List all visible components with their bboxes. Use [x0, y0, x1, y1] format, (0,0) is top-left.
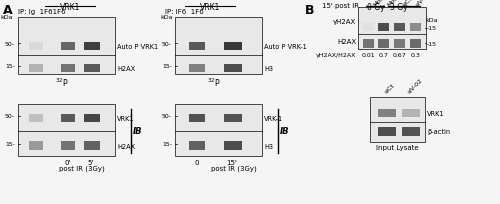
Text: 0.67: 0.67 — [392, 53, 406, 58]
Bar — [29, 141, 43, 150]
Bar — [61, 114, 75, 122]
Bar — [84, 43, 100, 51]
Text: 0.01: 0.01 — [362, 53, 376, 58]
Text: IP: Ig  1F61F6: IP: Ig 1F61F6 — [18, 9, 66, 15]
Bar — [378, 110, 396, 118]
Text: 50-: 50- — [5, 41, 15, 46]
Bar — [29, 65, 43, 73]
Text: 15-: 15- — [5, 142, 15, 147]
Bar — [363, 24, 374, 32]
Text: 0: 0 — [195, 159, 199, 165]
Text: VRK1: VRK1 — [427, 110, 444, 116]
Text: γH2AX/H2AX: γH2AX/H2AX — [316, 53, 356, 58]
Text: 5': 5' — [88, 159, 94, 165]
Text: VRK-1: VRK-1 — [264, 115, 283, 121]
Bar — [175, 18, 262, 75]
Bar — [410, 24, 421, 32]
Text: 15-: 15- — [162, 142, 172, 147]
Text: H2AX: H2AX — [117, 66, 135, 72]
Text: kDa: kDa — [425, 17, 438, 22]
Text: IB: IB — [133, 127, 142, 136]
Text: 50-: 50- — [162, 41, 172, 46]
Text: $^{32}$P: $^{32}$P — [54, 77, 68, 89]
Text: Input Lysate: Input Lysate — [376, 144, 419, 150]
Bar — [363, 40, 374, 49]
Text: 15': 15' — [226, 159, 237, 165]
Text: siV-02: siV-02 — [415, 0, 432, 8]
Text: siCt: siCt — [402, 0, 414, 8]
Bar — [61, 141, 75, 150]
Text: 0.7: 0.7 — [378, 53, 388, 58]
Text: 15-: 15- — [162, 64, 172, 69]
Text: A: A — [3, 4, 13, 17]
Text: post IR (3Gy): post IR (3Gy) — [210, 165, 256, 172]
Text: 15-: 15- — [5, 64, 15, 69]
Bar — [224, 43, 242, 51]
Bar — [84, 141, 100, 150]
Bar — [189, 141, 205, 150]
Text: 0.3: 0.3 — [410, 53, 420, 58]
Text: Mock: Mock — [373, 0, 388, 8]
Bar — [394, 40, 405, 49]
Text: Auto P VRK-1: Auto P VRK-1 — [264, 44, 307, 50]
Text: VRK1: VRK1 — [200, 3, 220, 12]
Bar — [224, 141, 242, 150]
Bar — [189, 114, 205, 122]
Text: 15' post IR: 15' post IR — [322, 3, 359, 9]
Text: β-actin: β-actin — [427, 128, 450, 134]
Text: 3 Gy: 3 Gy — [390, 3, 407, 12]
Bar — [29, 114, 43, 122]
Bar — [84, 114, 100, 122]
Text: IP: IF6  1F6: IP: IF6 1F6 — [165, 9, 204, 15]
Text: Mock: Mock — [387, 0, 402, 8]
Bar — [61, 65, 75, 73]
Text: VRK1: VRK1 — [117, 115, 134, 121]
Bar — [378, 40, 389, 49]
Bar — [370, 98, 425, 142]
Text: VRK1: VRK1 — [60, 3, 80, 12]
Bar — [394, 24, 405, 32]
Text: siV-02: siV-02 — [407, 78, 424, 94]
Bar — [224, 65, 242, 73]
Bar — [18, 104, 115, 156]
Bar — [378, 24, 389, 32]
Text: Auto P VRK1: Auto P VRK1 — [117, 44, 158, 50]
Bar — [358, 8, 426, 50]
Bar — [61, 43, 75, 51]
Bar — [84, 65, 100, 73]
Bar — [402, 127, 420, 136]
Bar — [402, 110, 420, 118]
Bar — [189, 43, 205, 51]
Text: 0': 0' — [65, 159, 71, 165]
Text: 50-: 50- — [5, 114, 15, 119]
Text: H3: H3 — [264, 143, 273, 149]
Text: H2AX: H2AX — [117, 143, 135, 149]
Bar — [189, 65, 205, 73]
Text: $^{32}$P: $^{32}$P — [206, 77, 220, 89]
Text: B: B — [305, 4, 314, 17]
Text: -15: -15 — [427, 26, 437, 31]
Bar — [18, 18, 115, 75]
Text: siCt: siCt — [384, 83, 396, 94]
Text: kDa: kDa — [0, 15, 13, 20]
Bar — [175, 104, 262, 156]
Bar — [29, 43, 43, 51]
Text: 0 Gy: 0 Gy — [367, 3, 384, 12]
Text: kDa: kDa — [160, 15, 172, 20]
Text: -15: -15 — [427, 41, 437, 46]
Bar — [378, 127, 396, 136]
Text: H3: H3 — [264, 66, 273, 72]
Text: post IR (3Gy): post IR (3Gy) — [58, 165, 104, 172]
Text: H2AX: H2AX — [337, 39, 356, 45]
Text: 50-: 50- — [162, 114, 172, 119]
Bar — [224, 114, 242, 122]
Text: IB: IB — [280, 127, 289, 136]
Bar — [410, 40, 421, 49]
Text: γH2AX: γH2AX — [333, 19, 356, 25]
